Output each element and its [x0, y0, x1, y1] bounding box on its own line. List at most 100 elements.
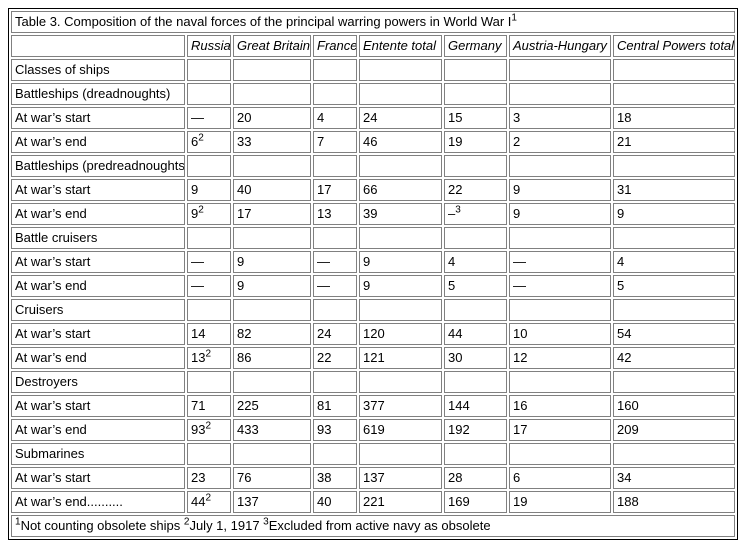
row-label: At war’s end..........	[11, 491, 185, 513]
cell-russia	[187, 227, 231, 249]
cell-germany: –3	[444, 203, 507, 225]
cell-central-powers-total	[613, 83, 735, 105]
cell-germany: 30	[444, 347, 507, 369]
cell-germany: 22	[444, 179, 507, 201]
row-label: At war’s end	[11, 203, 185, 225]
cell-central-powers-total: 54	[613, 323, 735, 345]
cell-austria-hungary: 3	[509, 107, 611, 129]
row-label: At war’s start	[11, 323, 185, 345]
column-header-row: Russia Great Britain France Entente total Ge…	[11, 35, 735, 57]
cell-entente-total: 377	[359, 395, 442, 417]
cell-great-britain: 137	[233, 491, 311, 513]
cell-austria-hungary: —	[509, 275, 611, 297]
footnote-marker: 2	[183, 516, 190, 528]
cell-germany	[444, 443, 507, 465]
col-header-france: France	[313, 35, 357, 57]
row-label: Destroyers	[11, 371, 185, 393]
row-label: At war’s start	[11, 467, 185, 489]
cell-russia	[187, 443, 231, 465]
cell-germany: 192	[444, 419, 507, 441]
cell-great-britain: 86	[233, 347, 311, 369]
cell-russia	[187, 299, 231, 321]
cell-germany	[444, 371, 507, 393]
table-row: At war’s start —20 4 24 15 3 18	[11, 107, 735, 129]
cell-france: 4	[313, 107, 357, 129]
cell-central-powers-total: 209	[613, 419, 735, 441]
cell-great-britain: 433	[233, 419, 311, 441]
cell-russia: 92	[187, 203, 231, 225]
cell-germany: 5	[444, 275, 507, 297]
cell-great-britain: 17	[233, 203, 311, 225]
cell-entente-total	[359, 299, 442, 321]
cell-central-powers-total: 188	[613, 491, 735, 513]
table-row: At war’s start 23 76 38 137 28 6 34	[11, 467, 735, 489]
cell-france: 17	[313, 179, 357, 201]
footnote-marker: 3	[263, 516, 269, 528]
cell-entente-total: 221	[359, 491, 442, 513]
row-label-column-header	[11, 35, 185, 57]
cell-france: 93	[313, 419, 357, 441]
cell-germany	[444, 227, 507, 249]
cell-great-britain	[233, 443, 311, 465]
cell-france: 38	[313, 467, 357, 489]
table-title: Table 3. Composition of the naval forces…	[11, 11, 735, 33]
cell-central-powers-total	[613, 371, 735, 393]
cell-russia: 14	[187, 323, 231, 345]
cell-russia: —	[187, 275, 231, 297]
naval-forces-table: Table 3. Composition of the naval forces…	[8, 8, 738, 540]
cell-russia: —	[187, 251, 231, 273]
cell-entente-total: 46	[359, 131, 442, 153]
footnote-ref: 2	[198, 204, 204, 216]
col-header-austria-hungary: Austria-Hungary	[509, 35, 611, 57]
cell-russia: 442	[187, 491, 231, 513]
cell-austria-hungary	[509, 155, 611, 177]
cell-austria-hungary: —	[509, 251, 611, 273]
col-header-central-powers-total: Central Powers total	[613, 35, 735, 57]
cell-germany	[444, 155, 507, 177]
cell-france: 81	[313, 395, 357, 417]
cell-austria-hungary: 10	[509, 323, 611, 345]
row-label: Battle cruisers	[11, 227, 185, 249]
cell-france: 24	[313, 323, 357, 345]
table-row: At war’s end 932 433 93 619 192 17 209	[11, 419, 735, 441]
cell-central-powers-total: 31	[613, 179, 735, 201]
cell-russia: 932	[187, 419, 231, 441]
cell-central-powers-total	[613, 443, 735, 465]
table-row: At war’s end.......... 442 137 40 221 169 19 18…	[11, 491, 735, 513]
cell-great-britain: 9	[233, 251, 311, 273]
cell-france	[313, 227, 357, 249]
cell-austria-hungary: 9	[509, 203, 611, 225]
row-label: Classes of ships	[11, 59, 185, 81]
col-header-russia: Russia	[187, 35, 231, 57]
cell-france: 22	[313, 347, 357, 369]
cell-entente-total	[359, 443, 442, 465]
cell-france: 40	[313, 491, 357, 513]
cell-great-britain: 20	[233, 107, 311, 129]
table-row: Submarines	[11, 443, 735, 465]
cell-russia	[187, 371, 231, 393]
cell-central-powers-total: 9	[613, 203, 735, 225]
table-row: At war’s end —9—9 5—5	[11, 275, 735, 297]
cell-entente-total: 9	[359, 251, 442, 273]
cell-france	[313, 83, 357, 105]
cell-austria-hungary: 19	[509, 491, 611, 513]
cell-germany: 4	[444, 251, 507, 273]
col-header-entente-total: Entente total	[359, 35, 442, 57]
row-label: Cruisers	[11, 299, 185, 321]
cell-france	[313, 299, 357, 321]
cell-entente-total: 66	[359, 179, 442, 201]
cell-austria-hungary	[509, 443, 611, 465]
footnote-row: 1Not counting obsolete ships 2July 1, 19…	[11, 515, 735, 537]
cell-central-powers-total: 4	[613, 251, 735, 273]
cell-central-powers-total: 42	[613, 347, 735, 369]
row-label: At war’s end	[11, 347, 185, 369]
footnote-ref: 2	[198, 132, 204, 144]
footnote-ref: 3	[455, 204, 461, 216]
cell-entente-total	[359, 59, 442, 81]
cell-great-britain: 82	[233, 323, 311, 345]
table-title-text: Table 3. Composition of the naval forces…	[15, 14, 512, 29]
row-label: At war’s start	[11, 107, 185, 129]
table-title-footnote-ref: 1	[511, 12, 517, 24]
cell-central-powers-total: 18	[613, 107, 735, 129]
table-row: Destroyers	[11, 371, 735, 393]
